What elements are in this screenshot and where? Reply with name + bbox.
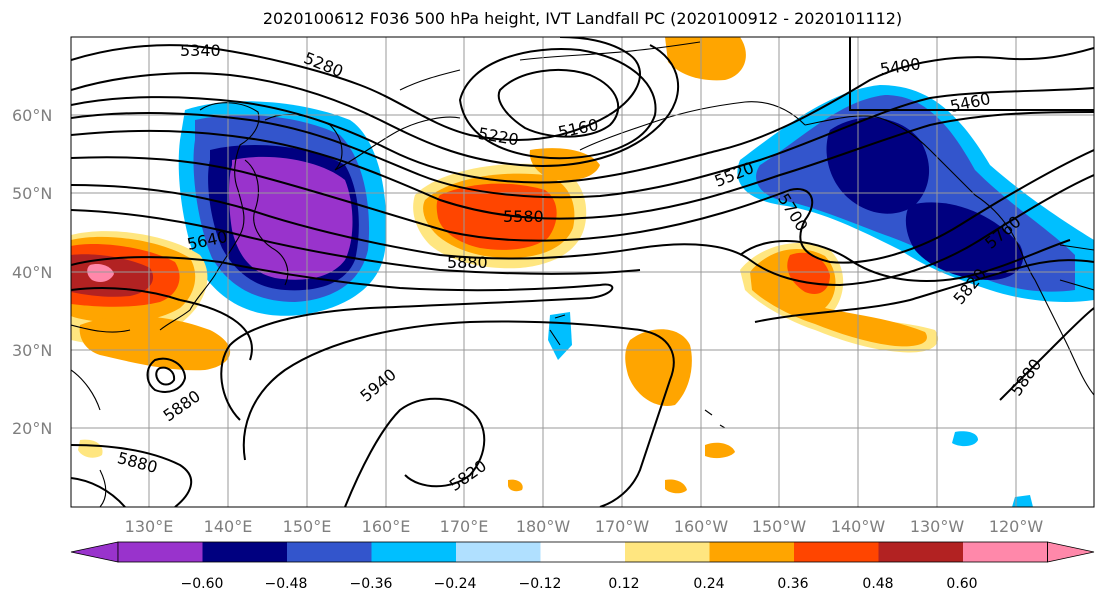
colorbar-swatch	[625, 542, 710, 562]
lon-label: 160°E	[362, 517, 411, 536]
colorbar-swatch	[371, 542, 456, 562]
lon-label: 140°W	[831, 517, 886, 536]
colorbar-tick-label: −0.12	[519, 576, 562, 592]
colorbar-swatch	[287, 542, 372, 562]
colorbar-extend-max	[1047, 541, 1095, 563]
lon-label: 120°W	[989, 517, 1044, 536]
colorbar-tick-label: −0.48	[265, 576, 308, 592]
colorbar-swatch	[794, 542, 879, 562]
colorbar-tick-label: 0.36	[777, 576, 808, 592]
lon-label: 150°W	[752, 517, 807, 536]
colorbar-tick-label: 0.12	[608, 576, 639, 592]
lon-label: 130°W	[910, 517, 965, 536]
lat-label: 50°N	[12, 184, 52, 203]
lon-label: 130°E	[125, 517, 174, 536]
contour-label: 5340	[180, 41, 221, 60]
lon-label: 170°W	[595, 517, 650, 536]
colorbar-tick-label: 0.24	[693, 576, 724, 592]
colorbar-swatch	[878, 542, 963, 562]
lon-label: 140°E	[204, 517, 253, 536]
height-contours	[71, 37, 1094, 507]
contour-label: 5580	[503, 207, 544, 226]
graticule	[71, 37, 1094, 507]
lat-label: 30°N	[12, 341, 52, 360]
longitude-labels: 130°E 140°E 150°E 160°E 170°E 180°W 170°…	[125, 517, 1044, 536]
colorbar-tick-label: −0.36	[350, 576, 393, 592]
colorbar-ticks: −0.60 −0.48 −0.36 −0.24 −0.12 0.12 0.24 …	[181, 576, 978, 592]
colorbar-tick-label: 0.60	[946, 576, 977, 592]
colorbar-swatch	[963, 542, 1048, 562]
colorbar-frame	[117, 541, 1048, 563]
colorbar	[70, 541, 1095, 563]
latitude-labels: 60°N 50°N 40°N 30°N 20°N	[12, 106, 52, 438]
lon-label: 150°E	[283, 517, 332, 536]
colorbar-tick-label: −0.60	[181, 576, 224, 592]
map-frame	[70, 36, 1095, 508]
lat-label: 40°N	[12, 263, 52, 282]
colorbar-swatch	[540, 542, 625, 562]
colorbar-swatch	[202, 542, 287, 562]
lat-label: 20°N	[12, 419, 52, 438]
colorbar-swatch	[709, 542, 794, 562]
contour-label: 5880	[447, 253, 488, 272]
lon-label: 180°W	[516, 517, 571, 536]
map-title: 2020100612 F036 500 hPa height, IVT Land…	[262, 9, 903, 28]
lon-label: 170°E	[440, 517, 489, 536]
colorbar-tick-label: −0.24	[434, 576, 477, 592]
colorbar-tick-label: 0.48	[862, 576, 893, 592]
lat-label: 60°N	[12, 106, 52, 125]
colorbar-extend-min	[70, 541, 119, 563]
lon-label: 160°W	[674, 517, 729, 536]
colorbar-swatch	[456, 542, 541, 562]
colorbar-swatch	[118, 542, 203, 562]
